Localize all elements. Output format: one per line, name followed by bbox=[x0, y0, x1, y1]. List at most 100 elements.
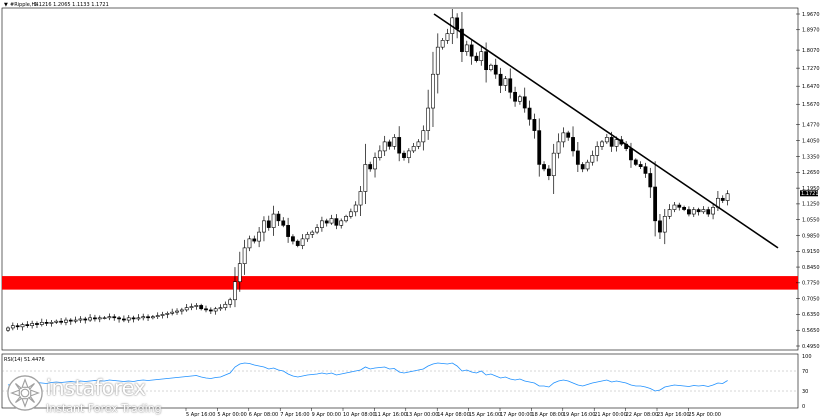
time-tick-label: 15 Apr 16:00 bbox=[469, 412, 502, 418]
candle-body bbox=[600, 141, 604, 147]
price-tick-label: 1.3350 bbox=[802, 154, 820, 160]
candle-body bbox=[435, 46, 440, 75]
candle-body bbox=[546, 168, 551, 177]
candle-body bbox=[20, 324, 25, 328]
price-tick-label: 1.1250 bbox=[802, 202, 820, 208]
price-tick-label: 0.9150 bbox=[802, 249, 820, 255]
time-tick-label: 11 Apr 16:00 bbox=[374, 412, 407, 418]
chart-ohlc: 1.1216 1.2065 1.1133 1.1721 bbox=[34, 2, 109, 8]
candle-body bbox=[537, 130, 542, 165]
candle-body bbox=[199, 305, 204, 310]
candle-body bbox=[614, 139, 619, 147]
candle-body bbox=[556, 141, 561, 154]
candle-body bbox=[300, 238, 305, 246]
candle-body bbox=[237, 263, 242, 283]
candle-body bbox=[247, 238, 252, 249]
candle-body bbox=[170, 311, 175, 314]
candle-body bbox=[344, 216, 348, 222]
time-tick-label: 14 Apr 08:00 bbox=[437, 412, 470, 418]
candle-body bbox=[580, 164, 585, 170]
candle-body bbox=[489, 64, 493, 71]
instaforex-logo-icon bbox=[7, 375, 43, 411]
candle-body bbox=[604, 137, 609, 143]
candle-body bbox=[440, 40, 445, 48]
chart-symbol: #Ripple,H4 bbox=[10, 2, 38, 8]
candle-body bbox=[310, 231, 315, 235]
price-tick-label: 1.4050 bbox=[802, 139, 820, 145]
candle-body bbox=[368, 164, 373, 170]
time-tick-label: 5 Apr 16:00 bbox=[186, 412, 215, 418]
candle-body bbox=[518, 96, 522, 102]
candle-body bbox=[10, 325, 15, 329]
candle-body bbox=[445, 33, 450, 41]
candle-body bbox=[126, 317, 131, 321]
candle-body bbox=[653, 186, 658, 222]
rsi-plot-frame bbox=[1, 353, 799, 409]
candle-body bbox=[658, 220, 662, 233]
candle-body bbox=[266, 220, 271, 228]
candle-body bbox=[397, 137, 402, 154]
price-tick-label: 1.6470 bbox=[802, 84, 820, 90]
candle-body bbox=[421, 130, 426, 143]
candle-body bbox=[165, 312, 170, 315]
candle-body bbox=[358, 191, 363, 206]
price-tick-label: 1.4770 bbox=[802, 122, 820, 128]
candle-body bbox=[513, 91, 517, 102]
price-tick-label: 0.7750 bbox=[802, 281, 820, 287]
candle-body bbox=[406, 150, 411, 158]
candle-body bbox=[25, 324, 30, 327]
candle-body bbox=[667, 209, 672, 217]
candle-body bbox=[194, 305, 199, 307]
candle-body bbox=[416, 141, 421, 147]
candle-body bbox=[720, 197, 725, 201]
candle-body bbox=[228, 299, 233, 305]
candle-body bbox=[392, 137, 397, 147]
candle-body bbox=[377, 150, 382, 158]
candle-body bbox=[561, 132, 566, 143]
time-tick-label: 5 Apr 00:00 bbox=[217, 412, 246, 418]
candle-body bbox=[117, 317, 121, 320]
main-plot-frame bbox=[1, 7, 799, 351]
candle-body bbox=[373, 157, 377, 170]
price-tick-label: 0.6350 bbox=[802, 312, 820, 318]
candle-body bbox=[431, 73, 435, 109]
candle-body bbox=[54, 320, 59, 323]
candle-body bbox=[160, 314, 165, 316]
candle-body bbox=[464, 44, 469, 52]
candle-body bbox=[460, 28, 464, 52]
candle-body bbox=[701, 209, 706, 213]
price-tick-label: 1.0550 bbox=[802, 217, 820, 223]
candle-body bbox=[532, 119, 537, 131]
candle-body bbox=[257, 231, 262, 242]
price-tick-label: 1.8970 bbox=[802, 28, 820, 34]
time-tick-label: 22 Apr 08:00 bbox=[626, 412, 659, 418]
candle-body bbox=[286, 225, 290, 237]
candle-body bbox=[213, 308, 218, 312]
rsi-line bbox=[7, 362, 728, 392]
time-tick-label: 18 Apr 08:00 bbox=[531, 412, 564, 418]
candle-body bbox=[242, 247, 247, 264]
candle-body bbox=[223, 303, 228, 308]
candle-body bbox=[102, 317, 107, 319]
candle-body bbox=[315, 227, 319, 233]
chart-header-arrow: ▼ bbox=[4, 2, 8, 8]
price-tick-label: 1.7270 bbox=[802, 66, 820, 72]
candle-body bbox=[30, 323, 35, 327]
candle-body bbox=[711, 206, 715, 215]
candle-body bbox=[508, 78, 513, 93]
price-tick-label: 1.2650 bbox=[802, 170, 820, 176]
candle-body bbox=[348, 211, 353, 217]
watermark-brand: instaforex bbox=[46, 376, 146, 400]
price-tick-label: 1.1950 bbox=[802, 186, 820, 192]
candle-body bbox=[6, 327, 10, 331]
candle-body bbox=[595, 146, 600, 156]
candle-body bbox=[696, 209, 701, 213]
rsi-tick-label: 30 bbox=[802, 389, 808, 395]
candle-body bbox=[15, 325, 20, 328]
candle-body bbox=[493, 64, 498, 75]
candle-body bbox=[305, 234, 310, 240]
candle-body bbox=[503, 78, 508, 86]
candle-body bbox=[179, 309, 184, 312]
time-tick-label: 10 Apr 08:00 bbox=[343, 412, 376, 418]
